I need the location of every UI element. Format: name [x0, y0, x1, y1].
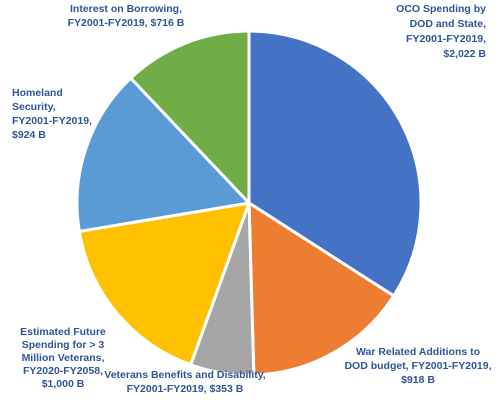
data-label-future-veterans: Estimated Future Spending for > 3 Million …	[20, 326, 106, 390]
data-label-line: Interest on Borrowing,	[70, 3, 182, 15]
data-label-line: FY2001-FY2019,	[12, 115, 92, 127]
data-label-oco: OCO Spending by DOD and State, FY2001-FY20…	[396, 3, 486, 60]
data-label-line: DOD budget, FY2001-FY2019,	[344, 360, 491, 372]
data-label-line: $918 B	[401, 374, 435, 386]
data-label-line: Homeland	[12, 87, 63, 99]
pie-slice-war-additions	[247, 201, 396, 377]
data-label-line: Estimated Future	[20, 326, 106, 338]
data-label-line: $2,022 B	[443, 48, 486, 60]
data-label-line: FY2020-FY2058,	[23, 365, 103, 377]
pie-slice-future-veterans	[77, 201, 251, 367]
data-label-line: $924 B	[12, 129, 46, 141]
data-label-line: DOD and State,	[410, 18, 487, 30]
pie-labels: OCO Spending by DOD and State, FY2001-FY20…	[12, 3, 492, 395]
pie-slice-homeland-security	[75, 76, 251, 233]
data-label-line: FY2001-FY2019, $353 B	[127, 383, 244, 395]
data-label-line: Million Veterans,	[22, 352, 105, 364]
data-label-interest: Interest on Borrowing, FY2001-FY2019, $71…	[68, 3, 185, 29]
data-label-line: Veterans Benefits and Disability,	[104, 369, 266, 381]
data-label-line: $1,000 B	[42, 378, 85, 390]
data-label-homeland-security: Homeland Security, FY2001-FY2019, $924 B	[12, 87, 92, 141]
pie-slice-interest	[129, 29, 251, 205]
data-label-line: Spending for > 3	[22, 339, 105, 351]
pie-slices	[75, 29, 423, 377]
data-label-line: OCO Spending by	[396, 3, 486, 15]
data-label-line: FY2001-FY2019, $716 B	[68, 17, 185, 29]
data-label-war-additions: War Related Additions to DOD budget, FY20…	[344, 346, 491, 386]
data-label-line: FY2001-FY2019,	[406, 33, 486, 45]
data-label-line: War Related Additions to	[356, 346, 480, 358]
data-label-line: Security,	[12, 101, 56, 113]
data-label-veterans-benefits: Veterans Benefits and Disability, FY2001-…	[104, 369, 266, 395]
